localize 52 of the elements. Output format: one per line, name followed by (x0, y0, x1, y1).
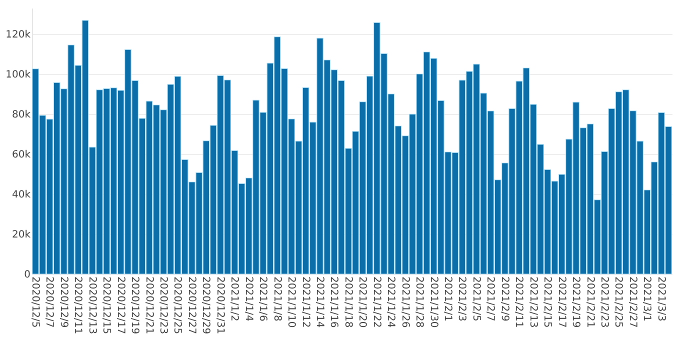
x-tick-label: 2021/1/18 (342, 276, 354, 328)
x-tick-label: 2021/3/1 (641, 276, 652, 322)
x-tick-label: 2021/2/9 (498, 276, 510, 322)
y-tick-label: 120k (6, 30, 31, 40)
y-tick-label: 40k (12, 190, 31, 200)
x-tick-label: 2020/12/23 (158, 276, 169, 334)
x-tick-label: 2021/2/1 (442, 276, 454, 322)
x-tick-label: 2021/1/8 (271, 276, 282, 322)
y-tick-label: 0 (24, 270, 30, 280)
x-tick-label: 2021/1/10 (286, 276, 297, 328)
x-tick-label: 2020/12/31 (214, 276, 226, 334)
x-tick-label: 2021/2/7 (484, 276, 496, 322)
x-tick-label: 2021/1/20 (356, 276, 368, 328)
x-tick-label: 2021/1/30 (428, 276, 439, 328)
x-tick-label: 2021/2/5 (470, 276, 482, 322)
x-tick-label: 2021/1/6 (257, 276, 268, 322)
x-tick-label: 2020/12/17 (114, 276, 126, 334)
x-tick-label: 2020/12/19 (129, 276, 140, 334)
x-tick-label: 2020/12/29 (200, 276, 212, 334)
x-tick-label: 2021/1/16 (328, 276, 340, 328)
x-tick-label: 2020/12/7 (44, 276, 55, 328)
x-tick-label: 2021/2/13 (527, 276, 538, 328)
x-tick-label: 2021/1/12 (300, 276, 311, 328)
x-tick-label: 2020/12/25 (172, 276, 183, 334)
x-tick-label: 2021/1/14 (314, 276, 325, 328)
x-tick-label: 2020/12/21 (143, 276, 154, 334)
x-tick-label: 2021/2/15 (542, 276, 553, 328)
y-tick-label: 60k (12, 150, 31, 160)
x-tick-label: 2021/2/27 (626, 276, 638, 328)
x-tick-label: 2020/12/27 (186, 276, 197, 334)
x-tick-label: 2021/2/21 (584, 276, 596, 328)
x-tick-label: 2021/2/3 (456, 276, 468, 322)
x-tick-label: 2021/2/25 (612, 276, 624, 328)
x-tick-label: 2021/2/17 (556, 276, 567, 328)
y-tick-label: 100k (6, 70, 31, 80)
x-tick-label: 2020/12/5 (29, 276, 40, 328)
x-tick-label: 2020/12/13 (86, 276, 98, 334)
x-tick-label: 2021/2/19 (570, 276, 582, 328)
x-tick-label: 2020/12/11 (72, 276, 84, 334)
x-tick-label: 2021/1/26 (399, 276, 410, 328)
x-tick-label: 2021/2/11 (513, 276, 524, 328)
x-tick-label: 2021/2/23 (598, 276, 610, 328)
x-tick-label: 2021/1/2 (228, 276, 240, 322)
x-tick-label: 2021/1/22 (370, 276, 382, 328)
y-tick-label: 80k (12, 110, 31, 120)
x-tick-label: 2021/3/3 (655, 276, 666, 322)
x-tick-label: 2021/1/28 (414, 276, 425, 328)
x-tick-label: 2021/1/4 (242, 276, 254, 322)
x-tick-label: 2021/1/24 (385, 276, 396, 328)
y-tick-label: 20k (12, 230, 31, 240)
x-tick-label: 2020/12/15 (100, 276, 112, 334)
x-tick-label: 2020/12/9 (58, 276, 69, 328)
